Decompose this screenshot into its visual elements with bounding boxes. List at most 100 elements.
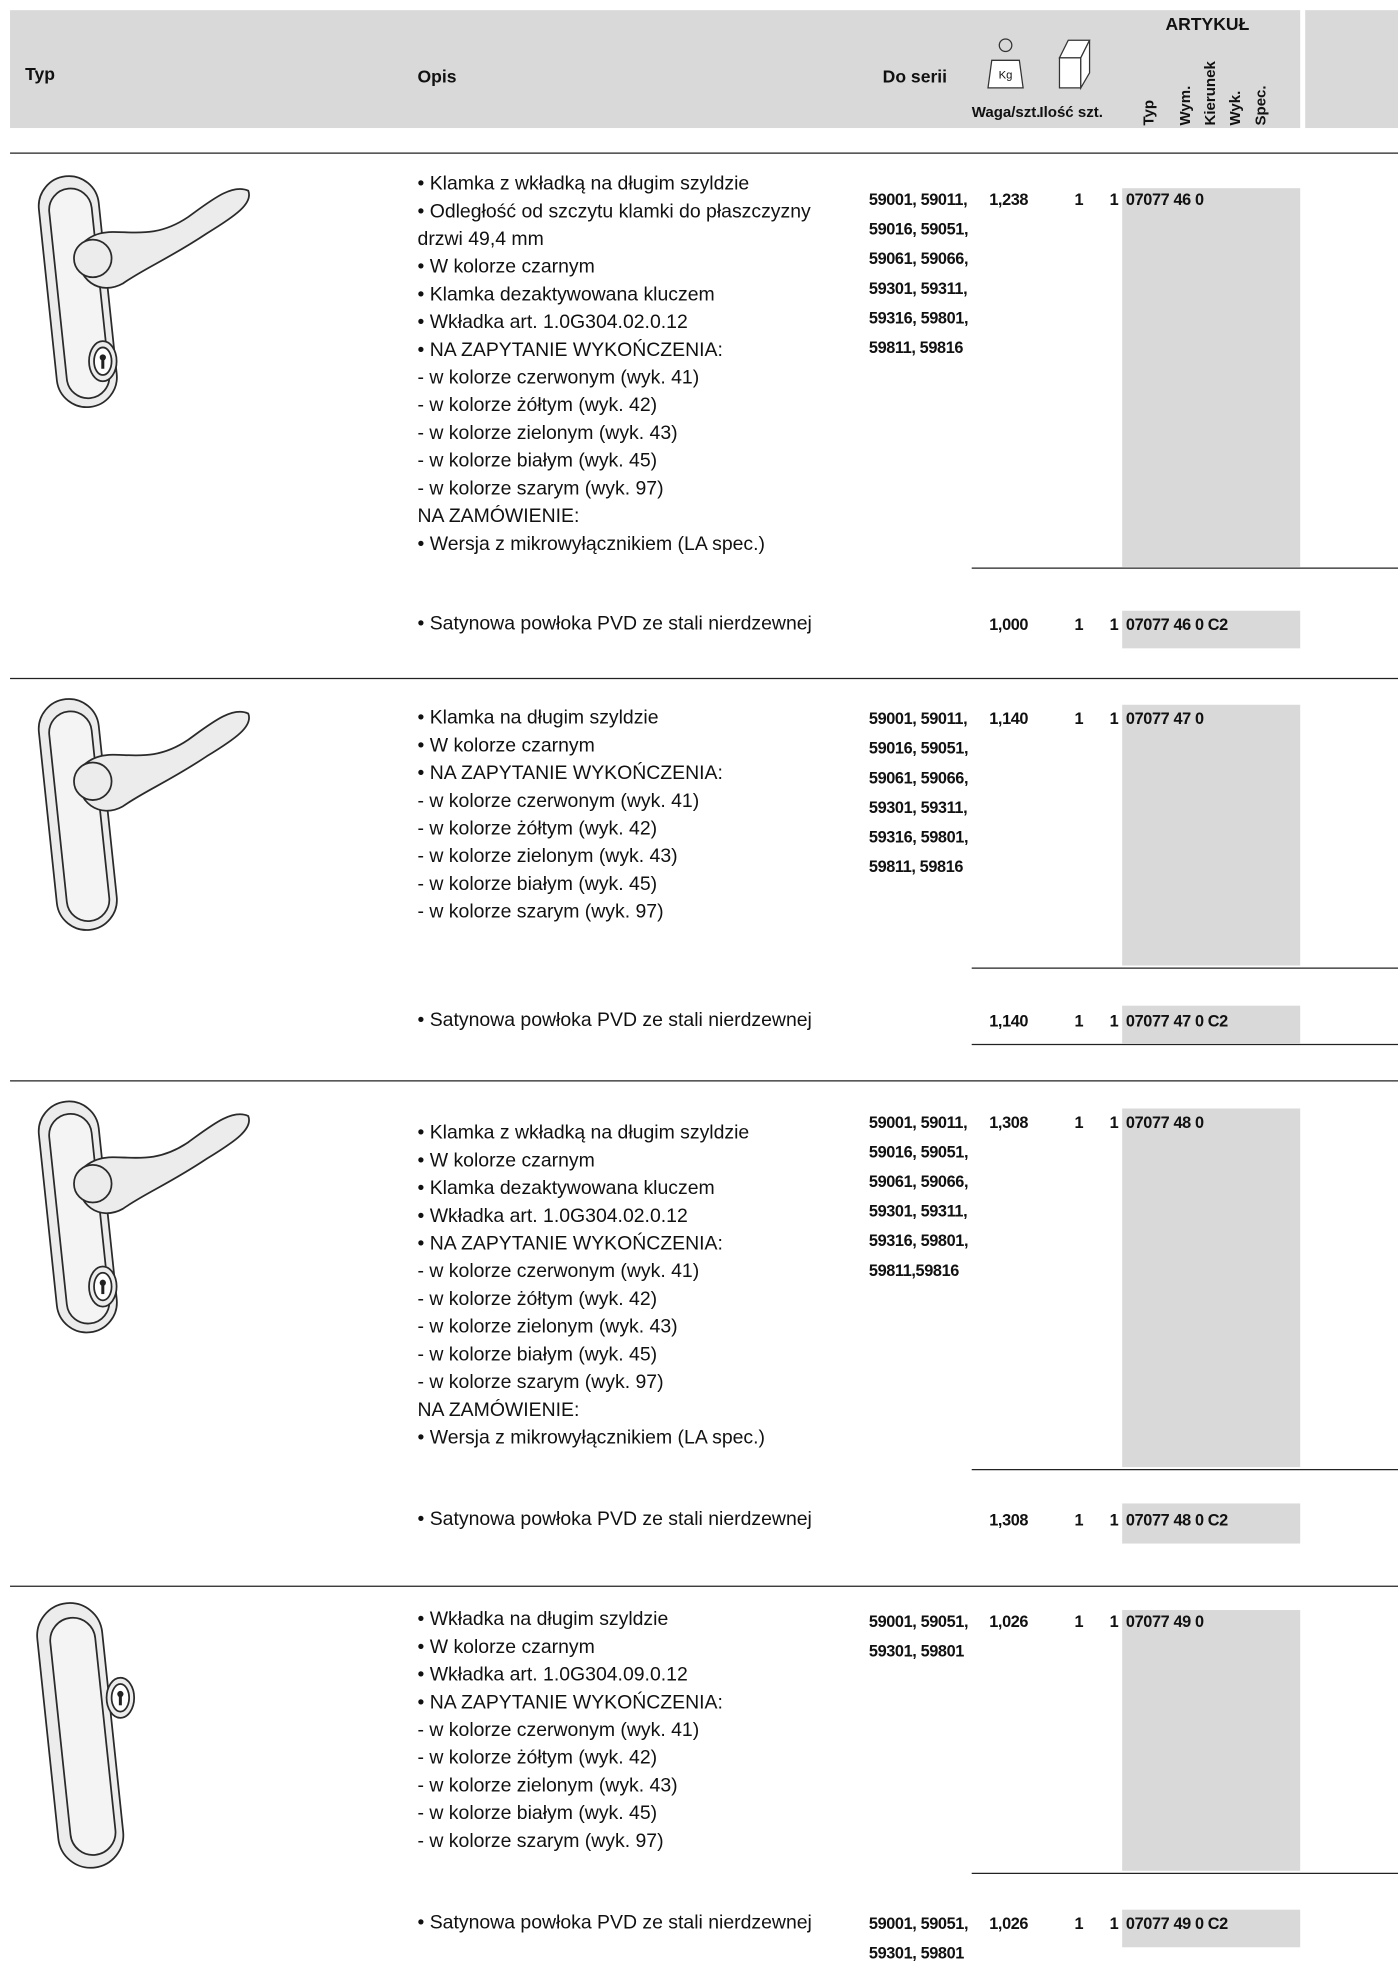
series-line: 59001, 59011, bbox=[869, 710, 967, 728]
col-wyk: Wyk. bbox=[1227, 91, 1244, 126]
description-line: - w kolorze czerwonym (wyk. 41) bbox=[418, 790, 700, 812]
description-line: • W kolorze czarnym bbox=[418, 734, 595, 756]
weight-icon bbox=[987, 38, 1024, 89]
series-line: 59001, 59051, bbox=[869, 1915, 968, 1933]
article-code: 07077 46 0 C2 bbox=[1126, 616, 1228, 634]
article-typ: 1 bbox=[1110, 616, 1119, 634]
description-line: - w kolorze białym (wyk. 45) bbox=[418, 1802, 658, 1824]
series-line: 59811,59816 bbox=[869, 1262, 959, 1280]
description-line: - w kolorze szarym (wyk. 97) bbox=[418, 901, 664, 923]
description-line: • Klamka z wkładką na długim szyldzie bbox=[418, 1122, 750, 1144]
article-cell bbox=[1122, 1503, 1301, 1544]
description-line: - w kolorze czerwonym (wyk. 41) bbox=[418, 1719, 700, 1741]
article-cell bbox=[1122, 704, 1301, 966]
quantity: 1 bbox=[1075, 1012, 1084, 1030]
description-line: • Wkładka art. 1.0G304.02.0.12 bbox=[418, 311, 688, 333]
article-typ: 1 bbox=[1110, 1114, 1119, 1132]
article-cell bbox=[1122, 1909, 1301, 1948]
description-line: - w kolorze żółtym (wyk. 42) bbox=[418, 394, 658, 416]
series-line: 59301, 59311, bbox=[869, 799, 967, 817]
description-line: drzwi 49,4 mm bbox=[418, 228, 544, 250]
series-line: 59001, 59011, bbox=[869, 191, 967, 209]
article-cell bbox=[1122, 1610, 1301, 1871]
series-line: 59016, 59051, bbox=[869, 740, 968, 758]
weight: 1,026 bbox=[989, 1613, 1028, 1631]
description-line: • Klamka z wkładką na długim szyldzie bbox=[418, 173, 750, 195]
description-line: • Wkładka art. 1.0G304.09.0.12 bbox=[418, 1664, 688, 1686]
col-artykul: ARTYKUŁ bbox=[1166, 14, 1250, 34]
weight: 1,026 bbox=[989, 1915, 1028, 1933]
description-line: • Klamka na długim szyldzie bbox=[418, 707, 659, 729]
description-line: - w kolorze zielonym (wyk. 43) bbox=[418, 422, 678, 444]
description-line: • NA ZAPYTANIE WYKOŃCZENIA: bbox=[418, 338, 723, 361]
quantity: 1 bbox=[1075, 1114, 1084, 1132]
series-line: 59316, 59801, bbox=[869, 1232, 968, 1250]
description-line: • NA ZAPYTANIE WYKOŃCZENIA: bbox=[418, 1232, 723, 1255]
weight: 1,000 bbox=[989, 616, 1028, 634]
description-line: - w kolorze żółtym (wyk. 42) bbox=[418, 1747, 658, 1769]
article-typ: 1 bbox=[1110, 1613, 1119, 1631]
article-code: 07077 48 0 bbox=[1126, 1114, 1204, 1132]
description-line: • Odległość od szczytu klamki do płaszcz… bbox=[418, 200, 812, 222]
description-line: NA ZAMÓWIENIE: bbox=[418, 1398, 580, 1421]
variant-description: • Satynowa powłoka PVD ze stali nierdzew… bbox=[418, 613, 812, 635]
description-line: • W kolorze czarnym bbox=[418, 1149, 595, 1171]
description-line: • Wkładka art. 1.0G304.02.0.12 bbox=[418, 1205, 688, 1227]
series-line: 59316, 59801, bbox=[869, 828, 968, 846]
variant-description: • Satynowa powłoka PVD ze stali nierdzew… bbox=[418, 1009, 812, 1031]
header-band bbox=[10, 10, 1301, 129]
description-line: - w kolorze białym (wyk. 45) bbox=[418, 450, 658, 472]
kg-label: Kg bbox=[999, 69, 1013, 81]
series-line: 59016, 59051, bbox=[869, 1143, 968, 1161]
description-line: • Klamka dezaktywowana kluczem bbox=[418, 1177, 715, 1199]
article-cell bbox=[1122, 1108, 1301, 1468]
description-line: • W kolorze czarnym bbox=[418, 1636, 595, 1658]
quantity: 1 bbox=[1075, 1511, 1084, 1529]
description-line: - w kolorze zielonym (wyk. 43) bbox=[418, 845, 678, 867]
article-cell bbox=[1122, 610, 1301, 649]
description-line: - w kolorze zielonym (wyk. 43) bbox=[418, 1774, 678, 1796]
product-image bbox=[34, 172, 250, 412]
product-image bbox=[34, 695, 250, 934]
description-line: • W kolorze czarnym bbox=[418, 256, 595, 278]
description-line: • NA ZAPYTANIE WYKOŃCZENIA: bbox=[418, 1690, 723, 1713]
description-line: • Wersja z mikrowyłącznikiem (LA spec.) bbox=[418, 1427, 765, 1449]
col-do-serii: Do serii bbox=[883, 67, 947, 87]
description-line: - w kolorze czerwonym (wyk. 41) bbox=[418, 1260, 700, 1282]
col-art-typ: Typ bbox=[1141, 100, 1158, 126]
series-line: 59001, 59051, bbox=[869, 1613, 968, 1631]
series-line: 59301, 59801 bbox=[869, 1945, 964, 1963]
description-line: NA ZAMÓWIENIE: bbox=[418, 504, 580, 527]
article-code: 07077 48 0 C2 bbox=[1126, 1511, 1228, 1529]
series-line: 59301, 59801 bbox=[869, 1642, 964, 1660]
description-line: - w kolorze białym (wyk. 45) bbox=[418, 1343, 658, 1365]
col-kierunek: Kierunek bbox=[1202, 61, 1219, 126]
quantity: 1 bbox=[1075, 1915, 1084, 1933]
description-line: - w kolorze białym (wyk. 45) bbox=[418, 873, 658, 895]
weight: 1,140 bbox=[989, 1012, 1028, 1030]
quantity: 1 bbox=[1075, 710, 1084, 728]
product-image bbox=[36, 1602, 136, 1869]
description-line: - w kolorze czerwonym (wyk. 41) bbox=[418, 367, 700, 389]
series-line: 59001, 59011, bbox=[869, 1114, 967, 1132]
col-typ: Typ bbox=[25, 64, 55, 84]
description-line: • Wkładka na długim szyldzie bbox=[418, 1608, 669, 1630]
weight: 1,308 bbox=[989, 1511, 1028, 1529]
col-waga: Waga/szt. bbox=[972, 104, 1041, 121]
article-typ: 1 bbox=[1110, 191, 1119, 209]
article-code: 07077 49 0 bbox=[1126, 1613, 1204, 1631]
article-typ: 1 bbox=[1110, 1915, 1119, 1933]
description-line: - w kolorze szarym (wyk. 97) bbox=[418, 1830, 664, 1852]
product-image bbox=[34, 1097, 250, 1337]
col-opis: Opis bbox=[418, 67, 457, 87]
description-line: • Klamka dezaktywowana kluczem bbox=[418, 283, 715, 305]
header-band bbox=[1305, 10, 1398, 129]
article-code: 07077 47 0 C2 bbox=[1126, 1012, 1228, 1030]
description-line: - w kolorze żółtym (wyk. 42) bbox=[418, 818, 658, 840]
description-line: - w kolorze szarym (wyk. 97) bbox=[418, 477, 664, 499]
series-line: 59016, 59051, bbox=[869, 221, 968, 239]
article-typ: 1 bbox=[1110, 710, 1119, 728]
box-icon bbox=[1058, 39, 1091, 91]
